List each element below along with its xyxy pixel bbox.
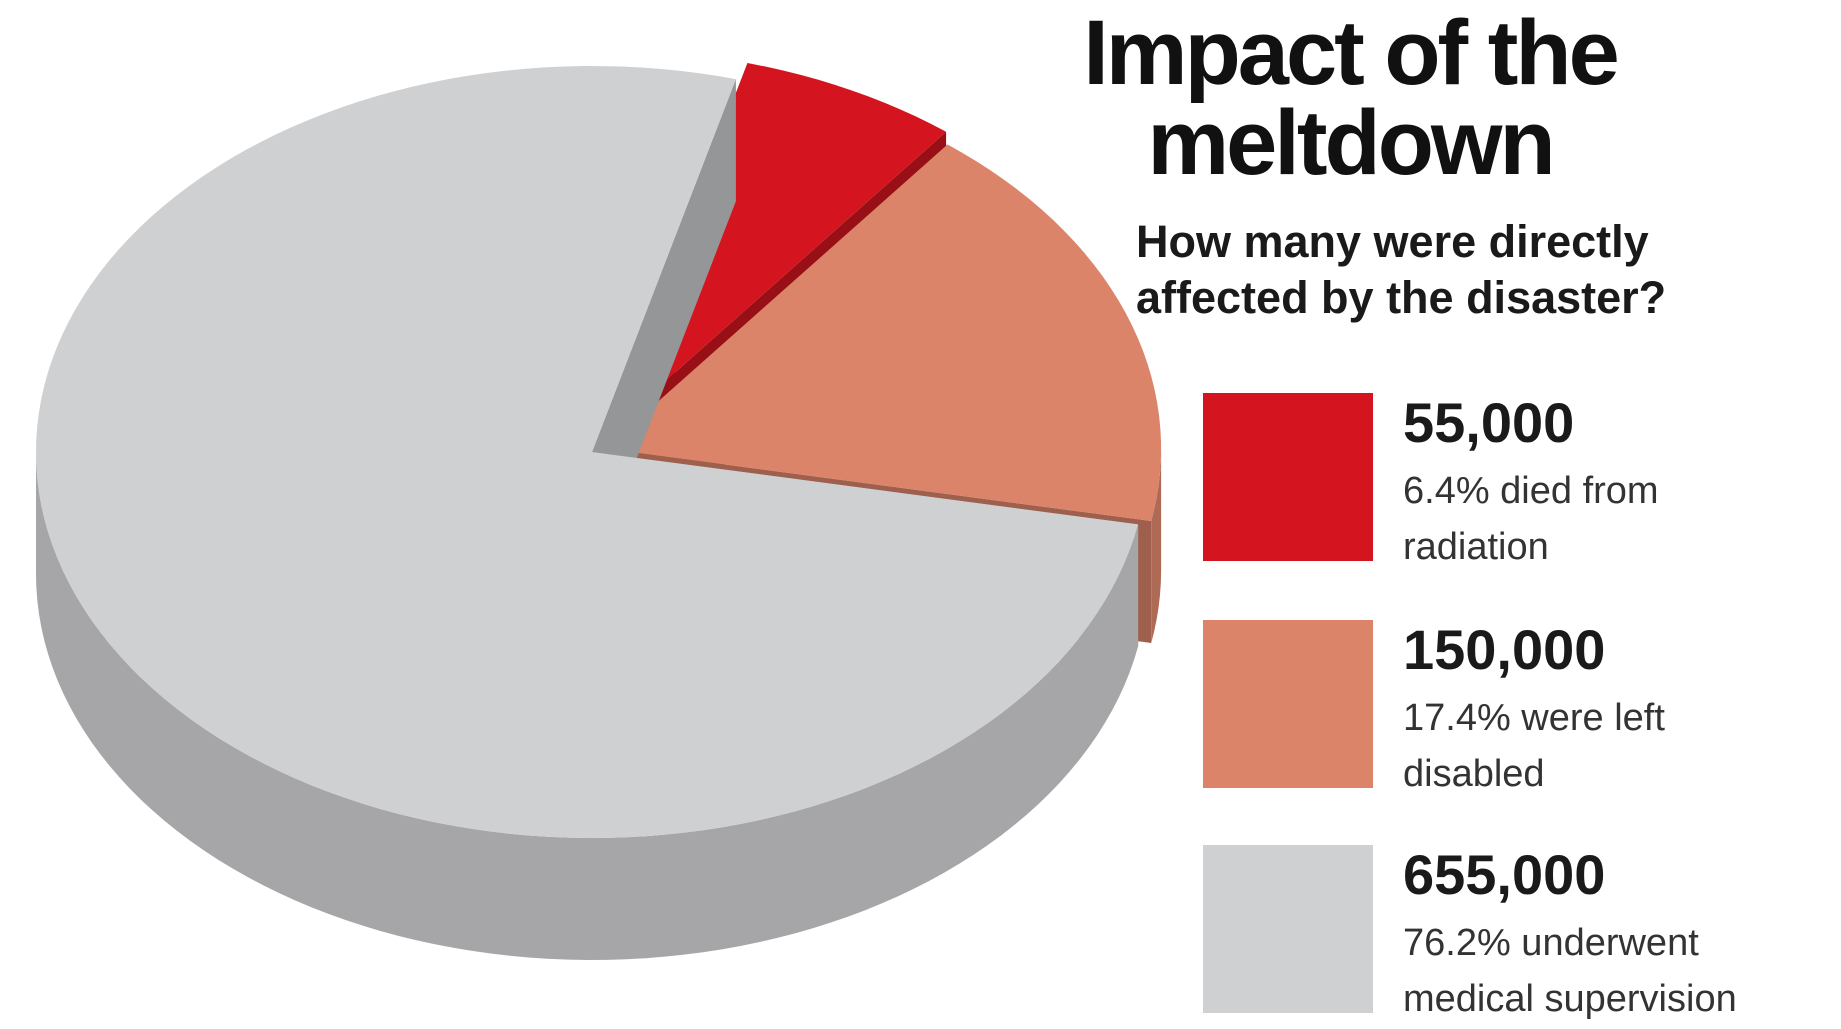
legend-label-line: 6.4% died from: [1403, 470, 1659, 512]
pie-slice: [36, 66, 1139, 960]
chart-subtitle: How many were directly affected by the d…: [1136, 214, 1666, 326]
legend-label-line: medical supervision: [1403, 978, 1737, 1020]
legend-item: 655,000 76.2% underwent medical supervisio…: [1203, 843, 1823, 1020]
legend-swatch: [1203, 393, 1373, 561]
pie-chart: [36, 63, 1162, 960]
slice-side: [36, 452, 1139, 960]
subtitle-line: How many were directly: [1136, 216, 1649, 267]
value-label: 55,000: [1403, 391, 1575, 454]
legend-item: 150,000 17.4% were left disabled: [1203, 618, 1823, 795]
slice-side: [1151, 448, 1162, 644]
legend-label: 6.4% died from radiation: [1403, 463, 1659, 575]
legend-label-line: 76.2% underwent: [1403, 922, 1699, 964]
legend-swatch: [1203, 845, 1373, 1013]
slice-top: [36, 66, 1139, 838]
legend-label-line: disabled: [1403, 753, 1545, 795]
chart-title: Impact of the meltdown: [990, 2, 1710, 194]
subtitle-line: affected by the disaster?: [1136, 272, 1667, 323]
title-line: Impact of the: [1083, 2, 1619, 104]
value-label: 150,000: [1403, 618, 1606, 681]
value-label: 655,000: [1403, 843, 1606, 906]
legend-label: 76.2% underwent medical supervision: [1403, 915, 1737, 1027]
legend-label: 17.4% were left disabled: [1403, 690, 1665, 802]
legend-label-line: 17.4% were left: [1403, 697, 1665, 739]
legend-swatch: [1203, 620, 1373, 788]
slice-wall: [592, 79, 736, 574]
legend-item: 55,000 6.4% died from radiation: [1203, 391, 1823, 568]
slice-top: [603, 63, 947, 436]
slice-top: [605, 144, 1162, 522]
title-line: meltdown: [1147, 92, 1555, 194]
legend-label-line: radiation: [1403, 526, 1549, 568]
